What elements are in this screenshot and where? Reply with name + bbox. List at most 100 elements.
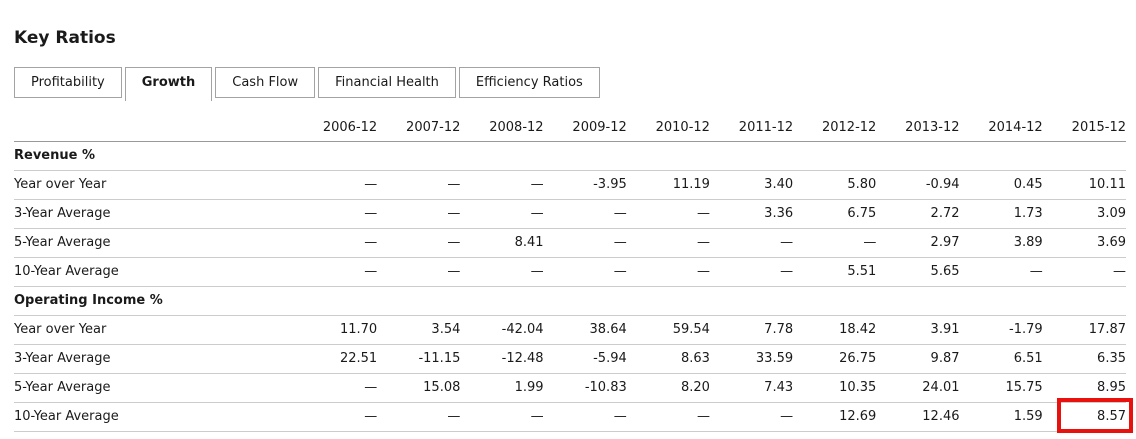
cell: — — [294, 402, 378, 432]
cell: 33.59 — [709, 344, 794, 374]
cell: 7.78 — [709, 315, 794, 345]
cell: -11.15 — [377, 344, 461, 374]
cell: 5.65 — [876, 257, 960, 287]
cell: 3.91 — [876, 315, 960, 345]
cell: -0.94 — [876, 170, 960, 200]
cell: 17.87 — [1042, 315, 1126, 345]
year-column-header: 2006-12 — [294, 114, 378, 142]
section-title: Operating Income % — [14, 286, 1126, 316]
row-label: 10-Year Average — [14, 402, 294, 432]
cell: 26.75 — [793, 344, 877, 374]
cell: 6.51 — [959, 344, 1043, 374]
tab-efficiency-ratios[interactable]: Efficiency Ratios — [458, 67, 600, 98]
cell: — — [543, 257, 627, 287]
cell: — — [626, 402, 710, 432]
key-ratios-table: 2006-12 2007-12 2008-12 2009-12 2010-12 … — [14, 114, 1134, 432]
row-label: 3-Year Average — [14, 344, 294, 374]
tab-profitability[interactable]: Profitability — [14, 67, 122, 98]
cell: 10.11 — [1042, 170, 1126, 200]
cell: -1.79 — [959, 315, 1043, 345]
tab-financial-health[interactable]: Financial Health — [318, 67, 456, 98]
cell: 1.99 — [460, 373, 544, 403]
cell: — — [294, 257, 378, 287]
cell: — — [709, 257, 794, 287]
cell: 3.69 — [1042, 228, 1126, 258]
cell: 1.73 — [959, 199, 1043, 229]
highlighted-cell: 8.57 — [1042, 397, 1134, 432]
cell: — — [543, 228, 627, 258]
table-row: Year over Year — — — -3.95 11.19 3.40 5.80 -0.94… — [14, 170, 1126, 200]
table-row: 3-Year Average 22.51 -11.15 -12.48 -5.94 8.63… — [14, 344, 1126, 374]
cell: -5.94 — [543, 344, 627, 374]
cell: 8.20 — [626, 373, 710, 403]
cell: 5.51 — [793, 257, 877, 287]
section-title: Revenue % — [14, 141, 1126, 171]
tab-growth[interactable]: Growth — [124, 67, 213, 101]
row-label: Year over Year — [14, 170, 294, 200]
table-row: 10-Year Average — — — — — —5.51 5.65— — — [14, 257, 1126, 287]
cell: 2.97 — [876, 228, 960, 258]
cell: — — [626, 257, 710, 287]
page-title: Key Ratios — [14, 28, 116, 48]
tab-cash-flow[interactable]: Cash Flow — [215, 67, 316, 98]
cell: — — [709, 402, 794, 432]
cell: — — [460, 199, 544, 229]
cell: -3.95 — [543, 170, 627, 200]
cell: 8.95 — [1042, 373, 1126, 403]
year-column-header: 2009-12 — [543, 114, 627, 142]
table-row: 5-Year Average — —8.41— — — —2.97 3.89 3.69 — [14, 228, 1126, 258]
cell: 12.69 — [793, 402, 877, 432]
cell: — — [543, 402, 627, 432]
year-column-header: 2007-12 — [377, 114, 461, 142]
cell: — — [709, 228, 794, 258]
row-label: Year over Year — [14, 315, 294, 345]
cell: 10.35 — [793, 373, 877, 403]
table-row: 10-Year Average — — — — — —12.69 12.46 1.59 8.57 — [14, 397, 1134, 432]
year-column-header: 2011-12 — [709, 114, 794, 142]
cell: 3.89 — [959, 228, 1043, 258]
year-header-row: 2006-12 2007-12 2008-12 2009-12 2010-12 … — [14, 114, 1126, 142]
section-header-row: Operating Income % — [14, 286, 1126, 316]
ratios-table-body: Revenue % Year over Year — — — -3.95 11.19 3.40… — [14, 141, 1134, 432]
ratio-tabs: Profitability Growth Cash Flow Financial… — [14, 67, 1126, 101]
cell: 22.51 — [294, 344, 378, 374]
cell: — — [543, 199, 627, 229]
cell: -10.83 — [543, 373, 627, 403]
cell: — — [793, 228, 877, 258]
cell: — — [377, 257, 461, 287]
cell: — — [377, 199, 461, 229]
cell: 3.40 — [709, 170, 794, 200]
year-column-header: 2012-12 — [793, 114, 877, 142]
cell: — — [460, 402, 544, 432]
cell: 0.45 — [959, 170, 1043, 200]
year-column-header: 2014-12 — [959, 114, 1043, 142]
cell: — — [460, 170, 544, 200]
cell: 18.42 — [793, 315, 877, 345]
cell: 3.36 — [709, 199, 794, 229]
cell: 9.87 — [876, 344, 960, 374]
cell: 2.72 — [876, 199, 960, 229]
cell: 12.46 — [876, 402, 960, 432]
cell: 15.75 — [959, 373, 1043, 403]
cell: -42.04 — [460, 315, 544, 345]
section-header-row: Revenue % — [14, 141, 1126, 171]
row-label: 5-Year Average — [14, 228, 294, 258]
cell: 8.63 — [626, 344, 710, 374]
year-column-header: 2008-12 — [460, 114, 544, 142]
cell: 3.54 — [377, 315, 461, 345]
cell: 5.80 — [793, 170, 877, 200]
cell: -12.48 — [460, 344, 544, 374]
cell: — — [377, 170, 461, 200]
cell: — — [460, 257, 544, 287]
table-row: Year over Year 11.70 3.54 -42.04 38.64 59.54 7… — [14, 315, 1126, 345]
cell: 11.19 — [626, 170, 710, 200]
cell: — — [959, 257, 1043, 287]
row-label: 3-Year Average — [14, 199, 294, 229]
row-label: 5-Year Average — [14, 373, 294, 403]
cell: 6.75 — [793, 199, 877, 229]
cell: — — [294, 170, 378, 200]
row-label: 10-Year Average — [14, 257, 294, 287]
cell: 6.35 — [1042, 344, 1126, 374]
year-column-header: 2013-12 — [876, 114, 960, 142]
